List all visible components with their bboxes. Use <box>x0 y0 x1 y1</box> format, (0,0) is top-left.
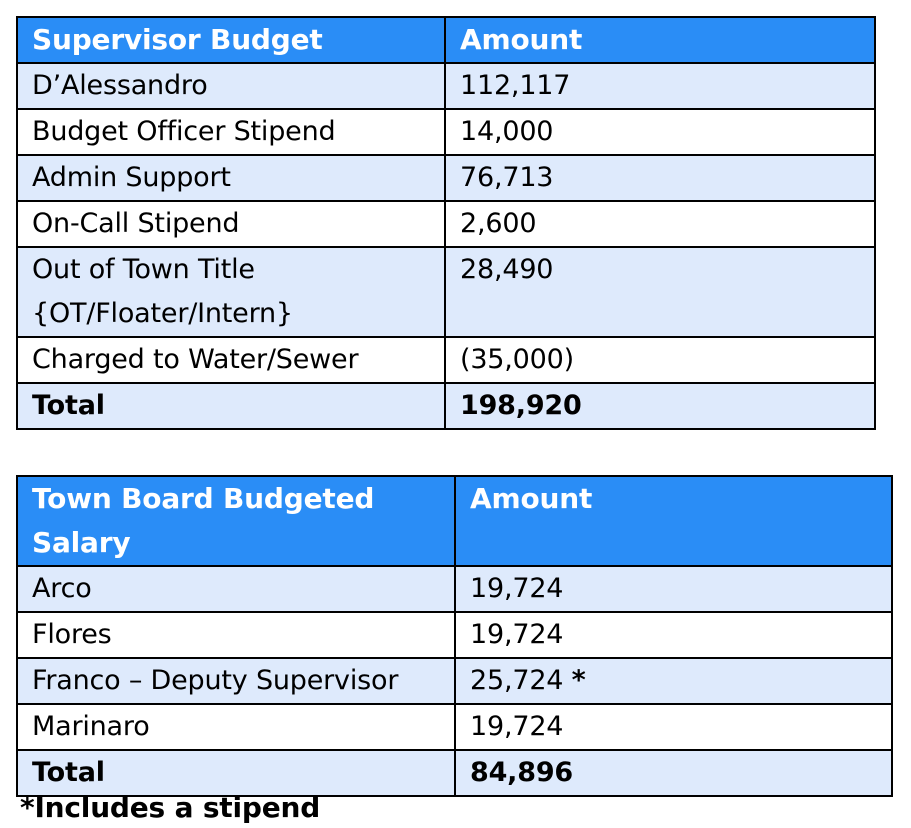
row-label: Marinaro <box>16 703 456 751</box>
row-label-line-2: {OT/Floater/Intern} <box>32 298 293 329</box>
table-row: Budget Officer Stipend 14,000 <box>16 108 876 156</box>
row-amount: 19,724 <box>454 611 893 659</box>
total-amount: 84,896 <box>454 749 893 797</box>
total-label: Total <box>16 382 446 430</box>
row-label: Admin Support <box>16 154 446 202</box>
supervisor-budget-table: Supervisor Budget Amount D’Alessandro 11… <box>16 16 876 430</box>
row-label: Out of Town Title {OT/Floater/Intern} <box>16 246 446 338</box>
row-amount: 112,117 <box>444 62 876 110</box>
town-board-salary-table: Town Board Budgeted Salary Amount Arco 1… <box>16 475 893 797</box>
row-amount: (35,000) <box>444 336 876 384</box>
table-row: Admin Support 76,713 <box>16 154 876 202</box>
column-header-label: Supervisor Budget <box>16 16 446 64</box>
footnote-marker: * <box>571 665 586 696</box>
row-amount: 2,600 <box>444 200 876 248</box>
row-amount: 14,000 <box>444 108 876 156</box>
row-amount: 25,724 * <box>454 657 893 705</box>
amount-value: 25,724 <box>470 665 564 696</box>
row-amount: 19,724 <box>454 703 893 751</box>
table-row: Arco 19,724 <box>16 565 893 613</box>
footnote: *Includes a stipend <box>20 791 321 824</box>
total-row: Total 198,920 <box>16 382 876 430</box>
table-row: On-Call Stipend 2,600 <box>16 200 876 248</box>
row-label: On-Call Stipend <box>16 200 446 248</box>
row-label: D’Alessandro <box>16 62 446 110</box>
total-label: Total <box>16 749 456 797</box>
row-amount: 28,490 <box>444 246 876 338</box>
row-label: Franco – Deputy Supervisor <box>16 657 456 705</box>
table-row: Charged to Water/Sewer (35,000) <box>16 336 876 384</box>
table-row: Marinaro 19,724 <box>16 703 893 751</box>
row-label: Charged to Water/Sewer <box>16 336 446 384</box>
row-label-line-1: Out of Town Title <box>32 254 255 285</box>
table-header-row: Town Board Budgeted Salary Amount <box>16 475 893 567</box>
column-header-amount: Amount <box>444 16 876 64</box>
table-row: Out of Town Title {OT/Floater/Intern} 28… <box>16 246 876 338</box>
row-amount: 19,724 <box>454 565 893 613</box>
header-label-line-2: Salary <box>32 526 131 559</box>
column-header-label: Town Board Budgeted Salary <box>16 475 456 567</box>
table-header-row: Supervisor Budget Amount <box>16 16 876 64</box>
table-row: Franco – Deputy Supervisor 25,724 * <box>16 657 893 705</box>
table-row: Flores 19,724 <box>16 611 893 659</box>
row-label: Budget Officer Stipend <box>16 108 446 156</box>
row-label: Arco <box>16 565 456 613</box>
row-label: Flores <box>16 611 456 659</box>
column-header-amount: Amount <box>454 475 893 567</box>
header-label-line-1: Town Board Budgeted <box>32 482 375 515</box>
total-amount: 198,920 <box>444 382 876 430</box>
row-amount: 76,713 <box>444 154 876 202</box>
total-row: Total 84,896 <box>16 749 893 797</box>
table-row: D’Alessandro 112,117 <box>16 62 876 110</box>
